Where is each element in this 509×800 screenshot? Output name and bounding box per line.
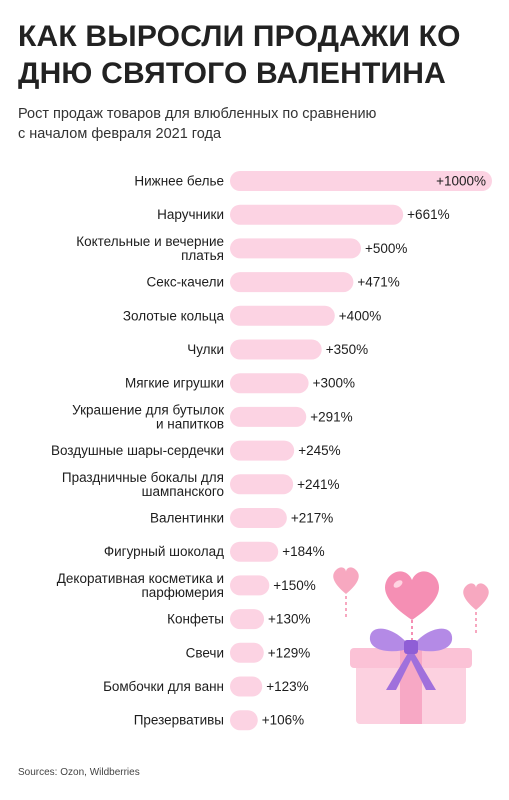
bar-value-label: +129% — [268, 645, 310, 660]
category-label-line: Чулки — [187, 342, 224, 357]
bar-value-label: +500% — [365, 241, 407, 256]
category-label: Фигурный шоколад — [104, 544, 224, 559]
category-label-line: Фигурный шоколад — [104, 544, 224, 559]
category-label-line: парфюмерия — [141, 585, 224, 600]
category-label-line: Мягкие игрушки — [125, 376, 224, 391]
category-label: Свечи — [186, 645, 224, 660]
category-label-line: Конфеты — [167, 612, 224, 627]
category-label: Валентинки — [150, 511, 224, 526]
bar — [230, 238, 361, 259]
bar-value-label: +217% — [291, 511, 333, 526]
bar-value-label: +245% — [298, 443, 340, 458]
big-heart-icon — [385, 571, 439, 640]
title-line-2: ДНЮ СВЯТОГО ВАЛЕНТИНА — [18, 57, 446, 90]
category-label: Золотые кольца — [123, 308, 225, 323]
bar — [230, 171, 492, 191]
bar-value-label: +300% — [313, 376, 355, 391]
category-label-line: Украшение для бутылок — [72, 402, 224, 417]
category-label-line: Свечи — [186, 645, 224, 660]
bar — [230, 676, 263, 697]
subtitle-line-2: с началом февраля 2021 года — [18, 126, 222, 142]
small-heart-right-icon — [463, 583, 489, 634]
category-label-line: Нижнее белье — [134, 174, 224, 189]
category-label-line: и напитков — [156, 416, 224, 431]
bar — [230, 710, 258, 731]
bar — [230, 609, 265, 630]
category-label: Мягкие игрушки — [125, 376, 224, 391]
category-label-line: Валентинки — [150, 511, 224, 526]
bar — [230, 305, 335, 326]
bar-value-label: +350% — [326, 342, 368, 357]
category-label-line: Секс-качели — [147, 275, 225, 290]
bar-value-label: +123% — [266, 679, 308, 694]
category-label-line: Презервативы — [134, 713, 224, 728]
category-label-line: Наручники — [157, 207, 224, 222]
category-label: Коктельные и вечерние платья — [76, 234, 224, 263]
bar-value-label: +661% — [407, 207, 449, 222]
category-label-line: Золотые кольца — [123, 308, 225, 323]
category-label: Воздушные шары-сердечки — [51, 443, 224, 458]
bar — [230, 440, 295, 461]
category-label: Декоративная косметика и парфюмерия — [57, 571, 224, 600]
title-line-1: КАК ВЫРОСЛИ ПРОДАЖИ КО — [18, 20, 461, 53]
category-label-line: платья — [181, 248, 224, 263]
category-label-line: Бомбочки для ванн — [103, 679, 224, 694]
category-label: Нижнее белье — [134, 174, 224, 189]
bar-value-label: +241% — [297, 477, 339, 492]
category-label: Праздничные бокалы для шампанского — [62, 470, 224, 499]
category-label-line: шампанского — [142, 484, 224, 499]
bar — [230, 575, 270, 596]
category-label: Наручники — [157, 207, 224, 222]
bar-chart: +1000% Нижнее белье +661% Наручники +500% Кок… — [51, 171, 492, 731]
bar — [230, 373, 309, 394]
page-title: КАК ВЫРОСЛИ ПРОДАЖИ КО ДНЮ СВЯТОГО ВАЛЕН… — [18, 18, 498, 92]
bar — [230, 204, 404, 225]
bar — [230, 474, 294, 495]
bar-value-label: +1000% — [436, 174, 486, 189]
category-label: Конфеты — [167, 612, 224, 627]
bar-value-label: +150% — [273, 578, 315, 593]
valentine-gift-icon — [333, 567, 489, 724]
bar-value-label: +130% — [268, 612, 310, 627]
bar — [230, 508, 287, 528]
bar-value-label: +291% — [310, 409, 352, 424]
category-label: Бомбочки для ванн — [103, 679, 224, 694]
category-label: Украшение для бутылок и напитков — [72, 402, 224, 431]
category-label: Чулки — [187, 342, 224, 357]
bar — [230, 642, 264, 663]
bar-value-label: +471% — [357, 275, 399, 290]
bar — [230, 406, 307, 427]
bar-value-label: +400% — [339, 308, 381, 323]
gift-box-icon — [350, 628, 472, 724]
category-label: Секс-качели — [147, 275, 225, 290]
category-label-line: Праздничные бокалы для — [62, 470, 224, 485]
bar-value-label: +106% — [262, 713, 304, 728]
category-label: Презервативы — [134, 713, 224, 728]
small-heart-left-icon — [333, 567, 359, 620]
category-label-line: Коктельные и вечерние — [76, 234, 224, 249]
bar — [230, 541, 279, 562]
subtitle-line-1: Рост продаж товаров для влюбленных по ср… — [18, 106, 377, 122]
bar-value-label: +184% — [282, 544, 324, 559]
source-note: Sources: Ozon, Wildberries — [18, 767, 140, 778]
category-label-line: Воздушные шары-сердечки — [51, 443, 224, 458]
bar — [230, 339, 322, 360]
bar — [230, 272, 354, 293]
category-label-line: Декоративная косметика и — [57, 571, 224, 586]
page-subtitle: Рост продаж товаров для влюбленных по ср… — [18, 104, 488, 144]
